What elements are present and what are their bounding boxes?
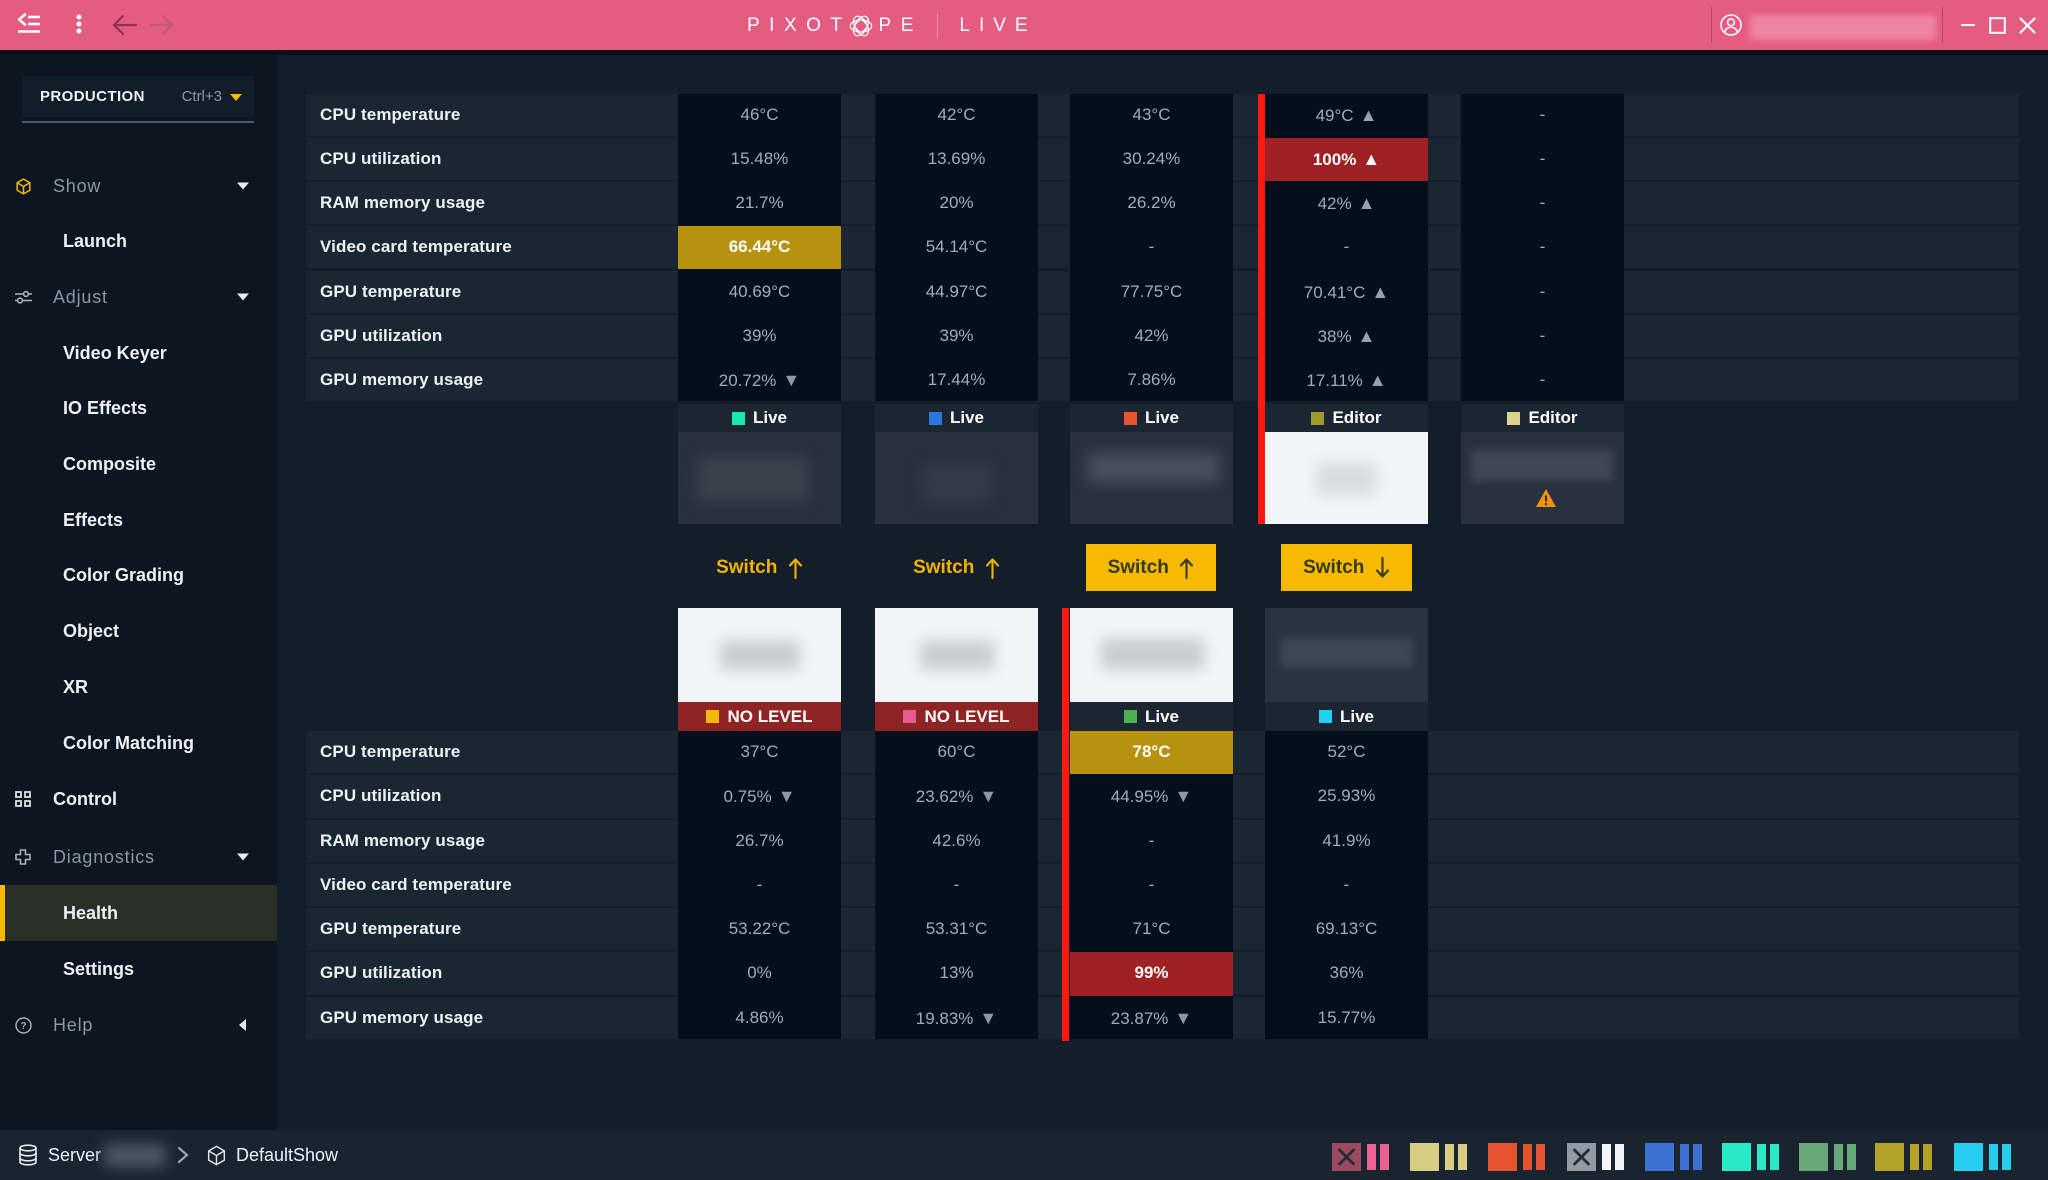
svg-text:?: ?: [20, 1021, 26, 1032]
